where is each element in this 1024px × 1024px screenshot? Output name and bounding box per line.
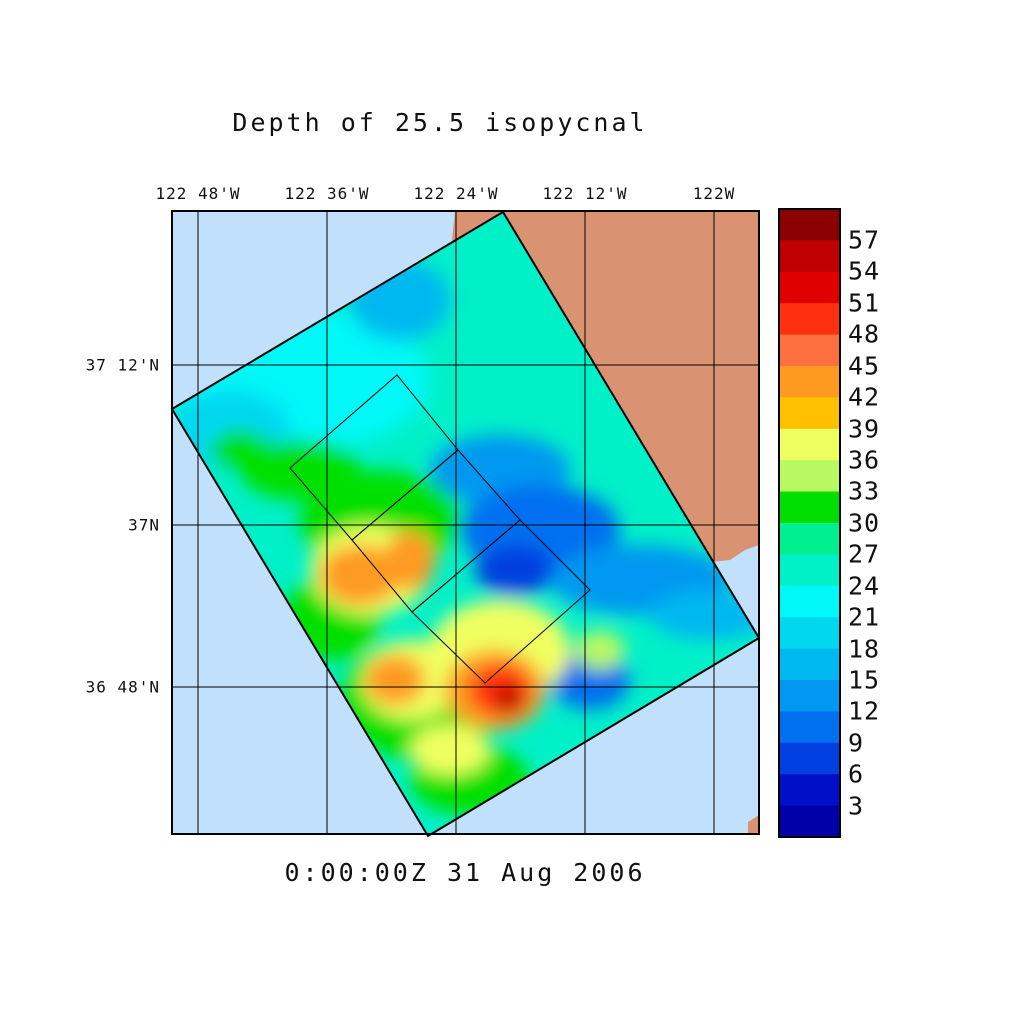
colorbar-swatch xyxy=(779,648,840,681)
colorbar-label: 51 xyxy=(848,288,881,318)
colorbar-swatch xyxy=(779,428,840,461)
colorbar-swatch xyxy=(779,554,840,587)
colorbar-label: 21 xyxy=(848,602,881,632)
colorbar-swatch xyxy=(779,742,840,775)
colorbar-swatch xyxy=(779,397,840,430)
colorbar-label: 33 xyxy=(848,476,881,506)
colorbar-label: 12 xyxy=(848,696,881,726)
colorbar-swatch xyxy=(779,617,840,650)
colorbar-swatch xyxy=(779,271,840,304)
colorbar-label: 42 xyxy=(848,382,881,412)
longitude-label: 122 24'W xyxy=(413,184,499,203)
longitude-label: 122 36'W xyxy=(284,184,370,203)
colorbar-label: 30 xyxy=(848,508,881,538)
longitude-label: 122 12'W xyxy=(542,184,628,203)
colorbar-swatch xyxy=(779,460,840,493)
colorbar-label: 6 xyxy=(848,759,865,789)
colorbar-swatch xyxy=(779,774,840,807)
timestamp: 0:00:00Z 31 Aug 2006 xyxy=(284,858,646,887)
colorbar xyxy=(778,208,841,838)
colorbar-label: 36 xyxy=(848,445,881,475)
colorbar-label: 18 xyxy=(848,634,881,664)
longitude-label: 122 48'W xyxy=(155,184,241,203)
colorbar-label: 39 xyxy=(848,414,881,444)
colorbar-swatch xyxy=(779,240,840,273)
latitude-label: 36 48'N xyxy=(85,677,160,697)
colorbar-label: 15 xyxy=(848,665,881,695)
colorbar-label: 9 xyxy=(848,728,865,758)
graticule xyxy=(172,211,759,834)
nested-grid-outline xyxy=(411,519,591,684)
colorbar-swatch xyxy=(779,303,840,336)
colorbar-label: 45 xyxy=(848,351,881,381)
colorbar-label: 54 xyxy=(848,256,881,286)
map-frame xyxy=(171,210,760,835)
colorbar-swatch xyxy=(779,209,840,241)
latitude-label: 37 12'N xyxy=(85,355,160,375)
latitude-label: 37N xyxy=(128,515,160,535)
colorbar-swatch xyxy=(779,585,840,618)
map-title: Depth of 25.5 isopycnal xyxy=(232,108,648,137)
colorbar-label: 3 xyxy=(848,791,865,821)
colorbar-label: 48 xyxy=(848,319,881,349)
longitude-label: 122W xyxy=(692,184,736,203)
colorbar-swatch xyxy=(779,334,840,367)
colorbar-swatch xyxy=(779,366,840,398)
colorbar-label: 24 xyxy=(848,571,881,601)
land-fragment xyxy=(748,815,759,834)
colorbar-label: 27 xyxy=(848,539,881,569)
colorbar-swatch xyxy=(779,711,840,744)
colorbar-label: 57 xyxy=(848,225,881,255)
colorbar-swatch xyxy=(779,680,840,712)
colorbar-swatch xyxy=(779,523,840,555)
colorbar-swatch xyxy=(779,491,840,524)
colorbar-swatch xyxy=(779,805,840,837)
